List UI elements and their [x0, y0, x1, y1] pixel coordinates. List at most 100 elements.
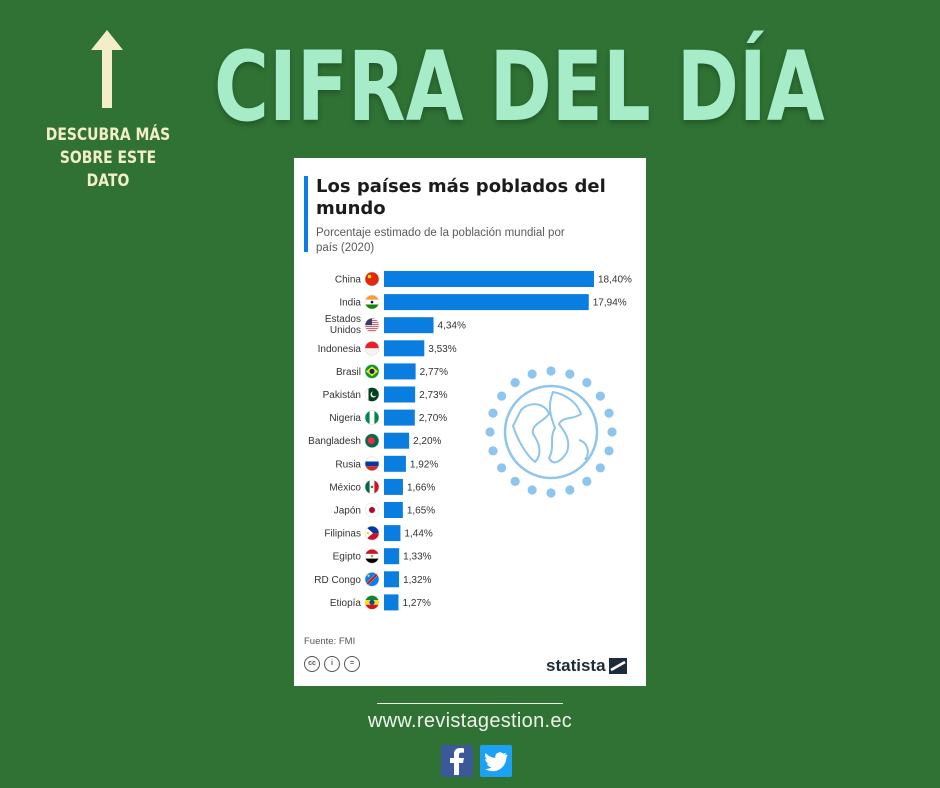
- twitter-icon[interactable]: [480, 745, 512, 777]
- globe-dot: [497, 391, 507, 401]
- facebook-icon[interactable]: [441, 745, 473, 777]
- bar: [384, 271, 594, 287]
- globe-dot: [607, 427, 617, 437]
- category-label: China: [335, 275, 362, 286]
- statista-mark-icon: [608, 658, 627, 674]
- bar-row: Indonesia 3,53%: [318, 340, 457, 357]
- bar-row: RD Congo 1,32%: [314, 571, 432, 588]
- bar: [384, 478, 403, 495]
- bar: [384, 525, 401, 542]
- bar: [384, 455, 406, 472]
- russia-flag-icon: [364, 456, 380, 472]
- value-label: 2,20%: [413, 436, 441, 447]
- value-label: 3,53%: [428, 344, 456, 355]
- globe-dot: [488, 446, 498, 456]
- bar: [384, 386, 416, 403]
- cc-icon: cc: [304, 656, 320, 672]
- title-accent-bar: [304, 176, 308, 252]
- bar: [384, 317, 434, 334]
- drc-flag-icon: [364, 571, 380, 587]
- nigeria-flag-icon: [364, 410, 380, 425]
- globe-dot: [565, 485, 575, 495]
- bar: [384, 432, 410, 449]
- globe-dot: [582, 476, 592, 486]
- side-note: DESCUBRA MÁS SOBRE ESTE DATO: [45, 125, 171, 191]
- egypt-flag-icon: [364, 548, 380, 564]
- license-icons: cc i =: [304, 656, 360, 672]
- bar-row: México 1,66%: [329, 478, 435, 495]
- infographic-card: Los países más poblados del mundo Porcen…: [294, 158, 646, 686]
- category-label: India: [339, 298, 361, 309]
- category-label: Bangladesh: [308, 436, 361, 447]
- globe-dot: [488, 408, 498, 418]
- bar-row: Pakistán 2,73%: [323, 386, 448, 403]
- globe-dot-ring: [485, 366, 617, 498]
- category-label: Japón: [334, 506, 361, 517]
- value-label: 1,66%: [407, 482, 435, 493]
- globe-dot: [510, 378, 520, 388]
- bar-row: Rusia 1,92%: [335, 455, 438, 472]
- category-label: México: [329, 482, 361, 493]
- footer-divider: [377, 703, 563, 704]
- chart-title: Los países más poblados del mundo: [316, 176, 606, 219]
- philippines-flag-icon: [364, 525, 380, 541]
- bar-row: Bangladesh 2,20%: [308, 432, 442, 449]
- category-label: Indonesia: [318, 344, 362, 355]
- bar-row: Egipto 1,33%: [333, 548, 432, 565]
- globe-dot: [565, 369, 575, 379]
- value-label: 1,32%: [403, 575, 431, 586]
- no-derivatives-icon: =: [344, 656, 360, 672]
- category-label: Brasil: [336, 367, 361, 378]
- value-label: 18,40%: [598, 275, 632, 286]
- value-label: 2,77%: [420, 367, 448, 378]
- bar: [384, 363, 416, 380]
- bar-row: Brasil 2,77%: [336, 363, 448, 380]
- bar: [384, 294, 589, 311]
- bar: [384, 571, 400, 588]
- bar-row: China 18,40%: [335, 271, 632, 287]
- brand-logo[interactable]: statista: [546, 656, 627, 676]
- value-label: 1,65%: [407, 506, 435, 517]
- category-label: RD Congo: [314, 575, 361, 586]
- usa-flag-icon: [364, 317, 380, 333]
- category-label: Egipto: [333, 552, 362, 563]
- indonesia-flag-icon: [364, 341, 380, 356]
- globe-dot: [604, 408, 614, 418]
- globe-dot: [510, 476, 520, 486]
- globe-dot: [527, 369, 537, 379]
- bar: [384, 409, 415, 426]
- value-label: 17,94%: [593, 298, 627, 309]
- website-link[interactable]: www.revistagestion.ec: [367, 710, 573, 732]
- value-label: 4,34%: [438, 321, 466, 332]
- bangladesh-flag-icon: [364, 433, 380, 449]
- mexico-flag-icon: [364, 479, 380, 495]
- globe-dot: [546, 488, 556, 498]
- value-label: 1,27%: [402, 598, 430, 609]
- page-headline: CIFRA DEL DÍA: [214, 31, 825, 143]
- value-label: 1,92%: [410, 459, 438, 470]
- bar-row: Japón 1,65%: [334, 502, 435, 518]
- globe-dot: [582, 378, 592, 388]
- category-label: Rusia: [335, 459, 361, 470]
- social-links: [441, 745, 512, 777]
- category-label: Nigeria: [329, 413, 361, 424]
- globe-dot: [604, 446, 614, 456]
- china-flag-icon: [364, 271, 380, 287]
- category-label: Estados Unidos: [325, 314, 361, 336]
- pakistan-flag-icon: [364, 387, 380, 402]
- attribution-icon: i: [324, 656, 340, 672]
- brand-name: statista: [546, 656, 606, 675]
- chart-source: Fuente: FMI: [304, 636, 356, 647]
- india-flag-icon: [364, 294, 380, 310]
- globe-dot: [527, 485, 537, 495]
- category-label: Filipinas: [324, 529, 361, 540]
- globe-dot: [546, 366, 556, 376]
- bar-chart: China 18,40% India 17,94% Estados Unidos 4,34%…: [308, 271, 632, 611]
- brazil-flag-icon: [364, 364, 380, 379]
- bar-row: Nigeria 2,70%: [329, 409, 447, 426]
- bar: [384, 594, 399, 611]
- globe-icon: [503, 384, 599, 480]
- globe-dot: [497, 463, 507, 473]
- globe-dot: [485, 427, 495, 437]
- globe-dot: [595, 463, 605, 473]
